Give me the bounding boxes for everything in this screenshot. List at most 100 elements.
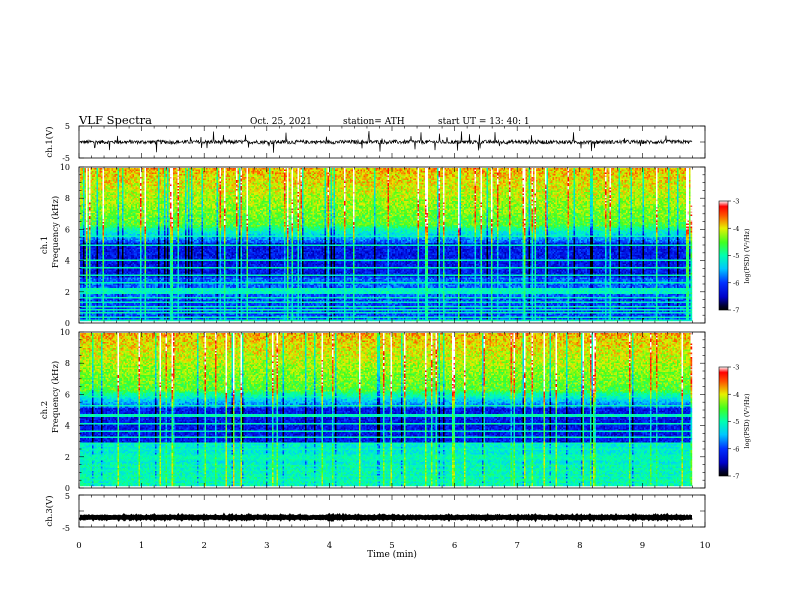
spectrogram-cell: [88, 240, 90, 242]
spectrogram-cell: [94, 288, 96, 290]
spectrogram-cell: [92, 315, 94, 317]
spectrogram-cell: [89, 185, 91, 187]
spectrogram-cell: [88, 174, 90, 176]
spectrogram-cell: [97, 257, 99, 259]
spectrogram-cell: [100, 219, 102, 221]
spectrogram-cell: [91, 251, 93, 253]
spectrogram-cell: [91, 237, 93, 239]
spectrogram-cell: [82, 281, 84, 283]
spectrogram-cell: [95, 216, 97, 218]
spectrogram-cell: [103, 213, 105, 215]
spectrogram-cell: [98, 257, 100, 259]
spectrogram-cell: [86, 296, 88, 298]
spectrogram-cell: [92, 198, 94, 200]
spectrogram-cell: [82, 222, 84, 224]
spectrogram-cell: [85, 287, 87, 289]
spectrogram-cell: [89, 209, 91, 211]
spectrogram-cell: [101, 183, 103, 185]
spectrogram-cell: [88, 249, 90, 251]
spectrogram-cell: [100, 201, 102, 203]
spectrogram-cell: [103, 246, 105, 248]
spectrogram-cell: [101, 255, 103, 257]
ch1-waveform-panel: 5 -5 ch.1(V): [44, 122, 705, 163]
spectrogram-cell: [98, 206, 100, 208]
spectrogram-cell: [98, 290, 100, 292]
spectrogram-cell: [86, 227, 88, 229]
spectrogram-cell: [95, 201, 97, 203]
spectrogram-cell: [91, 248, 93, 250]
spectrogram-cell: [86, 290, 88, 292]
spectrogram-cell: [91, 201, 93, 203]
spectrogram-cell: [95, 240, 97, 242]
spectrogram-cell: [101, 270, 103, 272]
spectrogram-cell: [89, 221, 91, 223]
spectrogram-cell: [92, 192, 94, 194]
spectrogram-cell: [94, 213, 96, 215]
spectrogram-cell: [80, 273, 82, 275]
spectrogram-cell: [83, 231, 85, 233]
spectrogram-cell: [82, 248, 84, 250]
spectrogram-cell: [80, 269, 82, 271]
spectrogram-cell: [83, 254, 85, 256]
spectrogram-cell: [98, 317, 100, 319]
spectrogram-cell: [100, 261, 102, 263]
spectrogram-cell: [89, 234, 91, 236]
spectrogram-cell: [95, 198, 97, 200]
spectrogram-cell: [83, 213, 85, 215]
spectrogram-cell: [97, 224, 99, 226]
spectrogram-cell: [95, 227, 97, 229]
spectrogram-cell: [82, 174, 84, 176]
spectrogram-cell: [95, 288, 97, 290]
spectrogram-cell: [98, 269, 100, 271]
spectrogram-cell: [94, 284, 96, 286]
start-ut-label: start UT = 13: 40: 1: [438, 117, 530, 127]
spectrogram-cell: [89, 249, 91, 251]
spectrogram-cell: [101, 198, 103, 200]
spectrogram-cell: [86, 318, 88, 320]
spectrogram-cell: [91, 239, 93, 241]
spectrogram-cell: [85, 294, 87, 296]
spectrogram-cell: [85, 212, 87, 214]
spectrogram-cell: [100, 209, 102, 211]
spectrogram-cell: [97, 260, 99, 262]
spectrogram-cell: [94, 320, 96, 322]
spectrogram-cell: [82, 203, 84, 205]
spectrogram-cell: [86, 278, 88, 280]
spectrogram-cell: [97, 188, 99, 190]
spectrogram-cell: [100, 281, 102, 283]
spectrogram-cell: [95, 245, 97, 247]
spectrogram-cell: [86, 269, 88, 271]
spectrogram-cell: [100, 179, 102, 181]
spectrogram-cell: [88, 215, 90, 217]
spectrogram-cell: [86, 291, 88, 293]
spectrogram-cell: [97, 234, 99, 236]
spectrogram-cell: [95, 264, 97, 266]
spectrogram-cell: [100, 243, 102, 245]
spectrogram-cell: [80, 297, 82, 299]
spectrogram-cell: [86, 251, 88, 253]
spectrogram-cell: [103, 219, 105, 221]
spectrogram-cell: [94, 251, 96, 253]
spectrogram-cell: [82, 240, 84, 242]
spectrogram-cell: [83, 210, 85, 212]
spectrogram-cell: [88, 302, 90, 304]
spectrogram-cell: [83, 272, 85, 274]
spectrogram-cell: [86, 248, 88, 250]
spectrogram-cell: [86, 200, 88, 202]
spectrogram-cell: [103, 281, 105, 283]
spectrogram-cell: [83, 246, 85, 248]
spectrogram-cell: [92, 195, 94, 197]
spectrogram-cell: [88, 276, 90, 278]
spectrogram-cell: [83, 252, 85, 254]
spectrogram-cell: [97, 276, 99, 278]
spectrogram-cell: [97, 207, 99, 209]
spectrogram-cell: [86, 209, 88, 211]
spectrogram-cell: [100, 263, 102, 265]
spectrogram-cell: [89, 306, 91, 308]
spectrogram-cell: [101, 285, 103, 287]
spectrogram-cell: [80, 219, 82, 221]
spectrogram-cell: [95, 303, 97, 305]
spectrogram-cell: [89, 296, 91, 298]
spectrogram-cell: [89, 186, 91, 188]
spectrogram-cell: [89, 204, 91, 206]
